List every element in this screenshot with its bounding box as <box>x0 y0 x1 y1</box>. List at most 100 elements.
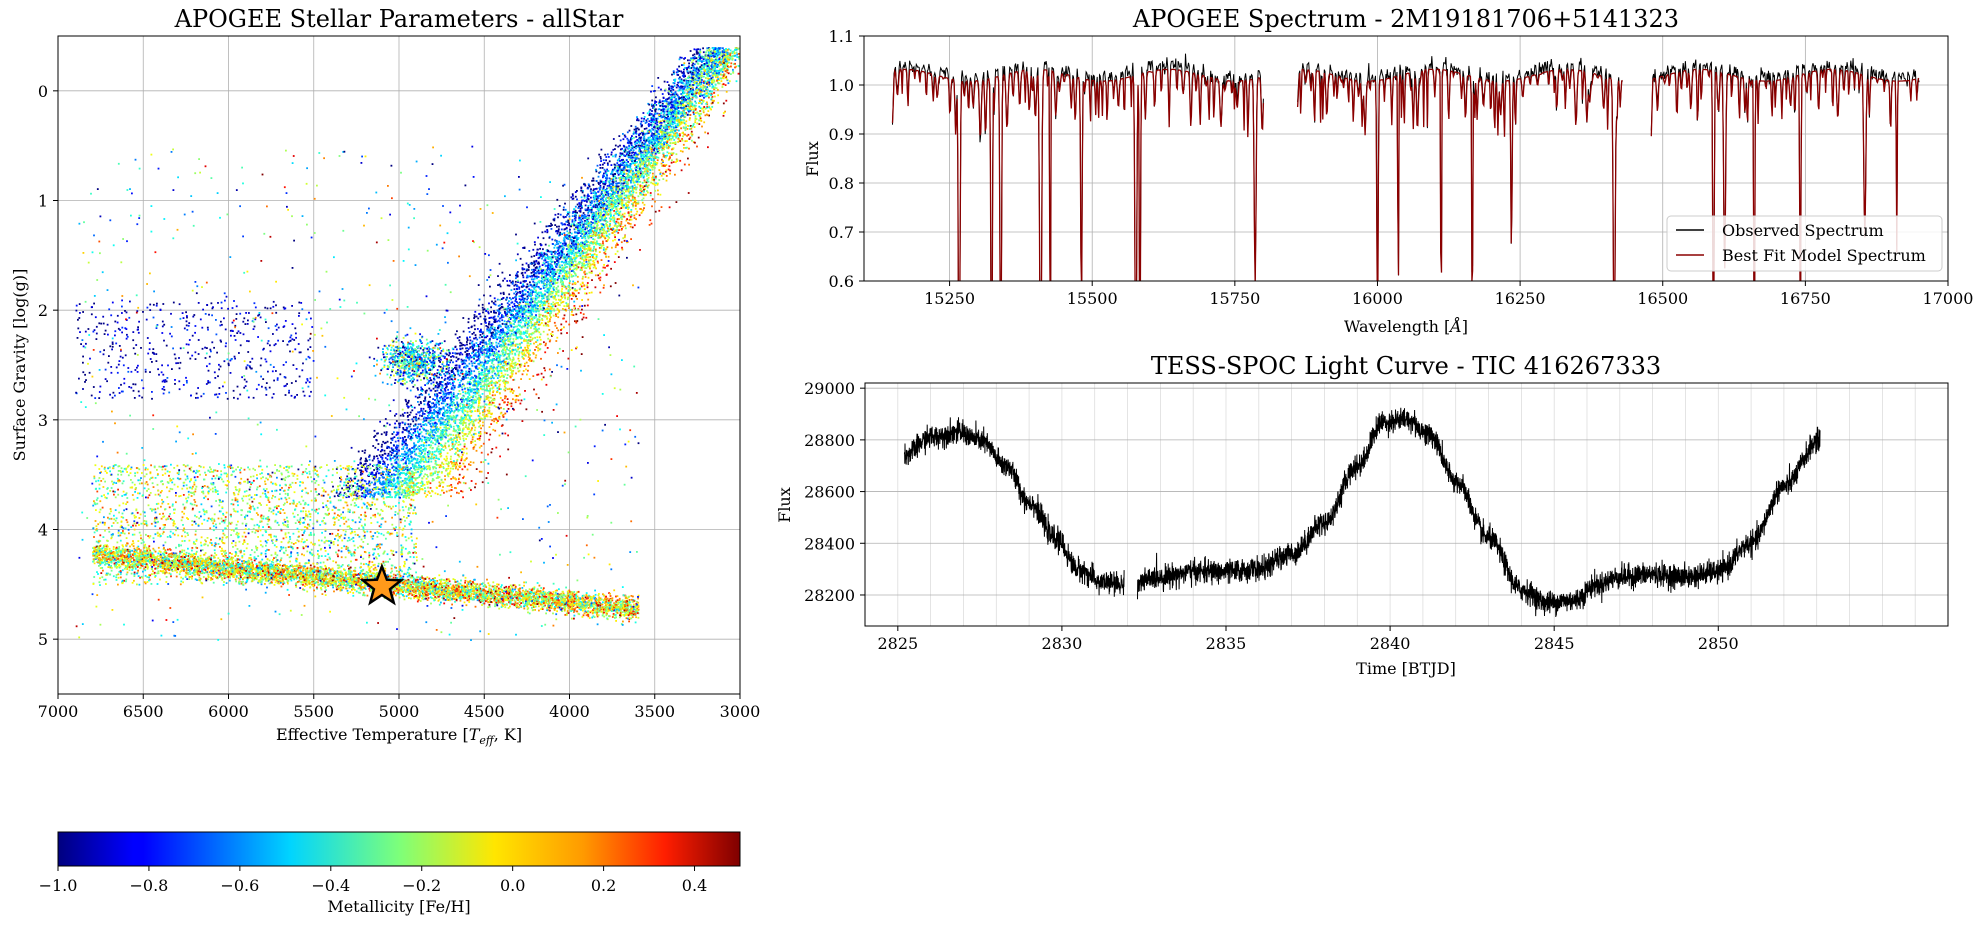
hr-point <box>620 168 622 171</box>
hr-point <box>552 314 555 317</box>
hr-point <box>501 352 504 354</box>
hr-point <box>696 84 699 87</box>
hr-point <box>384 441 387 444</box>
hr-point <box>372 445 375 447</box>
hr-point <box>463 416 466 419</box>
hr-point <box>515 274 517 277</box>
hr-point <box>436 448 438 451</box>
hr-point <box>490 423 493 425</box>
hr-point <box>598 183 600 185</box>
hr-point <box>443 491 445 494</box>
hr-point <box>546 347 549 349</box>
hr-point <box>431 447 434 449</box>
hr-point <box>489 345 491 348</box>
hr-point <box>635 161 638 164</box>
hr-point <box>429 438 431 440</box>
hr-point <box>647 164 650 167</box>
hr-point <box>612 175 615 177</box>
hr-point <box>381 456 384 459</box>
hr-point <box>679 76 681 79</box>
hr-point <box>624 224 627 227</box>
hr-point <box>410 457 413 460</box>
hr-point <box>577 238 579 240</box>
hr-point <box>572 263 574 265</box>
hr-point <box>667 168 670 171</box>
hr-point <box>432 381 435 384</box>
hr-point <box>526 298 528 301</box>
hr-point <box>373 469 375 471</box>
hr-point <box>496 357 498 360</box>
hr-point <box>639 161 641 164</box>
hr-point <box>397 463 399 466</box>
hr-point <box>645 127 648 130</box>
hr-point <box>447 461 450 464</box>
hr-point <box>492 351 494 354</box>
hr-point <box>652 136 655 139</box>
hr-point <box>573 228 576 231</box>
hr-point <box>512 362 515 365</box>
hr-point <box>599 167 602 169</box>
hr-point <box>426 465 429 468</box>
hr-point <box>673 118 676 120</box>
hr-point <box>535 285 538 287</box>
hr-point <box>561 288 563 290</box>
hr-point <box>506 348 508 351</box>
hr-point <box>651 205 653 208</box>
hr-point <box>725 90 728 93</box>
hr-point <box>509 338 511 341</box>
hr-point <box>686 128 689 130</box>
hr-point <box>476 438 479 440</box>
hr-point <box>642 167 644 170</box>
hr-point <box>654 110 657 113</box>
hr-point <box>389 456 392 458</box>
hr-point <box>640 212 643 214</box>
hr-point <box>615 182 617 185</box>
hr-point <box>678 124 681 127</box>
hr-point <box>490 324 493 327</box>
hr-point <box>368 488 371 491</box>
hr-point <box>497 315 500 318</box>
hr-point <box>549 284 551 287</box>
hr-point <box>460 459 463 462</box>
hr-point <box>619 162 622 165</box>
hr-point <box>499 292 502 295</box>
hr-point <box>668 87 670 90</box>
hr-point <box>615 184 618 187</box>
hr-point <box>389 457 392 460</box>
hr-point <box>485 353 488 356</box>
hr-point <box>730 65 732 68</box>
hr-point <box>366 465 368 468</box>
hr-point <box>485 396 488 399</box>
hr-point <box>665 102 668 105</box>
hr-point <box>572 280 575 283</box>
hr-point <box>605 196 608 199</box>
hr-point <box>522 370 525 372</box>
hr-point <box>460 415 463 418</box>
hr-point <box>510 362 513 365</box>
hr-point <box>541 264 544 266</box>
hr-point <box>548 320 551 323</box>
hr-point <box>359 458 362 461</box>
hr-point <box>542 285 545 287</box>
hr-point <box>609 193 612 195</box>
hr-point <box>639 164 642 166</box>
hr-point <box>436 399 439 402</box>
hr-point <box>613 169 616 171</box>
hr-point <box>560 323 563 326</box>
hr-point <box>542 237 545 240</box>
hr-point <box>405 460 407 463</box>
hr-point <box>704 95 707 98</box>
hr-point <box>579 217 582 219</box>
hr-point <box>627 222 629 224</box>
hr-point <box>438 403 440 406</box>
hr-point <box>675 153 678 156</box>
hr-point <box>461 388 464 391</box>
hr-point <box>423 475 425 478</box>
hr-point <box>655 147 658 149</box>
hr-point <box>391 496 393 499</box>
hr-point <box>614 175 617 178</box>
hr-point <box>424 429 427 432</box>
hr-point <box>432 434 435 436</box>
hr-point <box>583 243 586 246</box>
hr-point <box>579 248 582 251</box>
